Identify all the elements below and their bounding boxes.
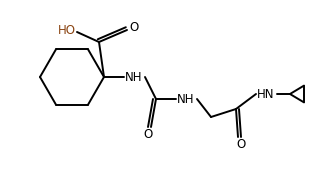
- Text: HN: HN: [257, 88, 275, 100]
- Text: O: O: [143, 127, 152, 140]
- Text: O: O: [129, 21, 139, 33]
- Text: O: O: [236, 137, 246, 151]
- Text: HO: HO: [58, 23, 76, 36]
- Text: NH: NH: [177, 92, 195, 105]
- Text: NH: NH: [125, 70, 143, 83]
